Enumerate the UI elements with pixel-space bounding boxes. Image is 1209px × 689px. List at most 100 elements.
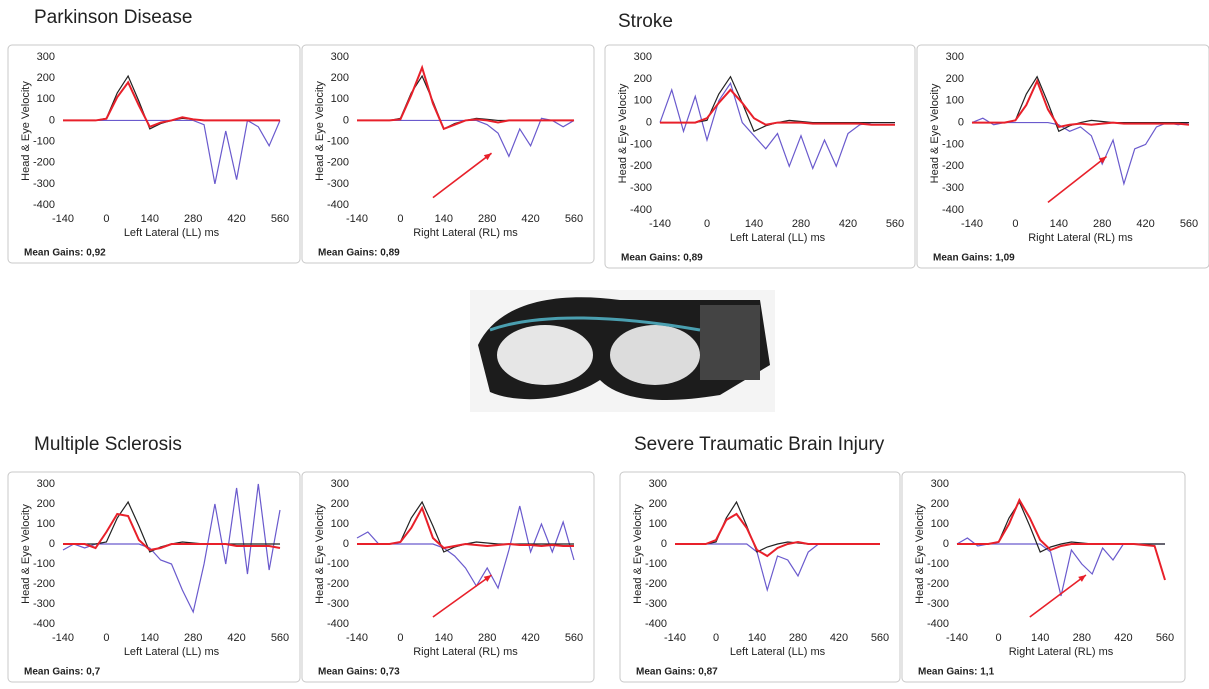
trace (63, 82, 280, 126)
x-tick-label: -140 (961, 218, 983, 230)
y-tick-label: 100 (37, 518, 55, 530)
x-axis-label: Right Lateral (RL) ms (413, 646, 518, 658)
trace (357, 508, 574, 548)
y-tick-label: 200 (331, 72, 349, 84)
y-tick-label: 200 (931, 498, 949, 510)
goggles-camera (700, 305, 760, 380)
arrow (1048, 156, 1107, 202)
x-tick-label: -140 (52, 632, 74, 644)
y-tick-label: -400 (327, 618, 349, 630)
mean-gains: Mean Gains: 1,09 (933, 253, 1015, 264)
y-tick-label: 200 (37, 72, 55, 84)
y-tick-label: -400 (33, 618, 55, 630)
mean-gains: Mean Gains: 0,87 (636, 667, 718, 678)
trace (63, 120, 280, 183)
y-tick-label: -200 (927, 578, 949, 590)
x-tick-label: 0 (103, 632, 109, 644)
y-tick-label: 0 (343, 114, 349, 126)
y-tick-label: -300 (630, 182, 652, 194)
y-tick-label: 100 (649, 518, 667, 530)
section-title: Multiple Sclerosis (34, 434, 182, 455)
figure: Parkinson Disease Stroke Multiple Sclerosi… (0, 0, 1209, 684)
x-axis-label: Left Lateral (LL) ms (730, 646, 826, 658)
x-axis-label: Right Lateral (RL) ms (1028, 232, 1133, 244)
x-tick-label: -140 (946, 632, 968, 644)
x-tick-label: 560 (871, 632, 889, 644)
x-tick-label: -140 (649, 218, 671, 230)
y-tick-label: -100 (33, 135, 55, 147)
y-tick-label: -300 (327, 598, 349, 610)
x-axis-label: Left Lateral (LL) ms (124, 227, 220, 239)
x-tick-label: 420 (227, 213, 245, 225)
x-tick-label: 140 (435, 213, 453, 225)
y-tick-label: 100 (634, 95, 652, 107)
y-tick-label: -400 (327, 199, 349, 211)
y-tick-label: 300 (37, 478, 55, 490)
y-tick-label: -100 (942, 138, 964, 150)
arrow (433, 153, 492, 197)
y-tick-label: 100 (331, 518, 349, 530)
x-tick-label: 140 (745, 218, 763, 230)
y-tick-label: 300 (649, 478, 667, 490)
x-tick-label: 420 (839, 218, 857, 230)
x-tick-label: 140 (435, 632, 453, 644)
x-tick-label: 420 (521, 632, 539, 644)
y-tick-label: 0 (343, 538, 349, 550)
x-tick-label: 0 (397, 632, 403, 644)
y-tick-label: -200 (942, 160, 964, 172)
x-tick-label: 0 (103, 213, 109, 225)
y-axis-label: Head & Eye Velocity (314, 81, 326, 181)
trace (357, 68, 574, 129)
trace (660, 83, 895, 168)
section-title: Stroke (618, 11, 673, 32)
y-tick-label: -400 (927, 618, 949, 630)
x-tick-label: 0 (1012, 218, 1018, 230)
trace (972, 81, 1189, 127)
section-title: Severe Traumatic Brain Injury (634, 434, 885, 455)
y-axis-label: Head & Eye Velocity (20, 81, 32, 181)
y-tick-label: -300 (33, 178, 55, 190)
x-tick-label: 560 (271, 632, 289, 644)
x-tick-label: 560 (565, 213, 583, 225)
x-tick-label: -140 (52, 213, 74, 225)
y-tick-label: 200 (37, 498, 55, 510)
x-tick-label: 280 (792, 218, 810, 230)
y-tick-label: -300 (327, 178, 349, 190)
x-tick-label: 280 (789, 632, 807, 644)
section-title: Parkinson Disease (34, 7, 192, 28)
x-tick-label: 0 (704, 218, 710, 230)
y-tick-label: 0 (661, 538, 667, 550)
y-tick-label: 300 (331, 478, 349, 490)
x-tick-label: 420 (521, 213, 539, 225)
arrow-head (484, 575, 492, 582)
x-axis-label: Left Lateral (LL) ms (730, 232, 826, 244)
trace (957, 500, 1165, 580)
y-tick-label: -200 (327, 578, 349, 590)
mean-gains: Mean Gains: 0,89 (318, 248, 400, 259)
x-tick-label: 0 (713, 632, 719, 644)
y-tick-label: -200 (645, 578, 667, 590)
y-tick-label: -300 (33, 598, 55, 610)
y-tick-label: -400 (33, 199, 55, 211)
x-tick-label: -140 (346, 632, 368, 644)
trace (675, 544, 880, 590)
x-tick-label: 420 (227, 632, 245, 644)
y-tick-label: 0 (646, 116, 652, 128)
x-tick-label: 140 (1031, 632, 1049, 644)
x-tick-label: 560 (565, 632, 583, 644)
x-axis-label: Right Lateral (RL) ms (1009, 646, 1114, 658)
y-tick-label: 200 (649, 498, 667, 510)
x-tick-label: 280 (184, 632, 202, 644)
y-tick-label: 300 (634, 51, 652, 63)
x-tick-label: 420 (1114, 632, 1132, 644)
mean-gains: Mean Gains: 0,89 (621, 253, 703, 264)
x-tick-label: 280 (478, 632, 496, 644)
x-tick-label: 560 (886, 218, 904, 230)
x-tick-label: -140 (664, 632, 686, 644)
y-tick-label: 200 (634, 73, 652, 85)
y-axis-label: Head & Eye Velocity (314, 504, 326, 604)
y-tick-label: 0 (49, 538, 55, 550)
x-tick-label: 420 (1136, 218, 1154, 230)
x-axis-label: Left Lateral (LL) ms (124, 646, 220, 658)
mean-gains: Mean Gains: 0,73 (318, 667, 400, 678)
